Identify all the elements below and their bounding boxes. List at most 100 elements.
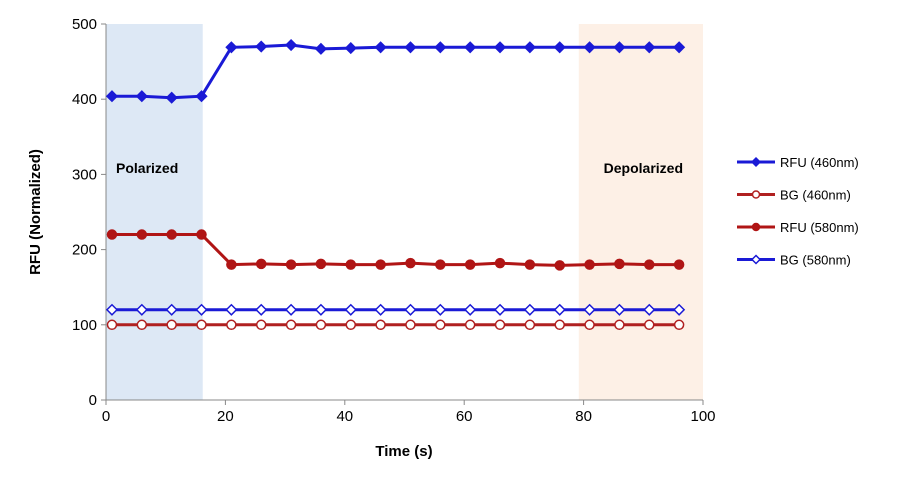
data-point bbox=[105, 90, 119, 103]
y-tick-label: 100 bbox=[72, 317, 97, 334]
data-point bbox=[166, 319, 177, 331]
x-tick-label: 100 bbox=[690, 408, 715, 425]
data-point bbox=[105, 303, 119, 316]
data-point bbox=[255, 319, 267, 331]
y-tick-label: 400 bbox=[72, 91, 97, 108]
data-point bbox=[583, 303, 596, 316]
data-point bbox=[644, 319, 655, 331]
data-point bbox=[165, 91, 178, 104]
data-point bbox=[464, 259, 476, 270]
legend-label: BG (580nm) bbox=[780, 253, 851, 268]
data-point bbox=[375, 319, 386, 331]
data-point bbox=[464, 303, 477, 316]
data-point bbox=[464, 319, 476, 331]
data-point bbox=[196, 319, 207, 331]
data-point bbox=[135, 303, 148, 316]
data-point bbox=[374, 303, 387, 316]
x-tick-label: 20 bbox=[217, 408, 234, 425]
data-point bbox=[285, 38, 298, 52]
data-point bbox=[314, 303, 327, 316]
data-point bbox=[673, 259, 685, 270]
data-point bbox=[106, 229, 118, 240]
data-point bbox=[404, 303, 417, 316]
shaded-region bbox=[106, 24, 203, 400]
y-tick-label: 500 bbox=[72, 16, 97, 33]
data-point bbox=[493, 303, 507, 316]
data-point bbox=[136, 319, 148, 331]
data-point bbox=[524, 319, 536, 331]
data-point bbox=[345, 319, 357, 331]
data-point bbox=[613, 303, 626, 316]
data-point bbox=[554, 260, 565, 271]
data-point bbox=[435, 319, 446, 331]
data-point bbox=[751, 222, 761, 232]
legend-label: RFU (580nm) bbox=[780, 220, 859, 235]
data-point bbox=[494, 319, 506, 331]
data-point bbox=[434, 41, 447, 54]
region-label: Depolarized bbox=[604, 160, 683, 176]
shaded-region bbox=[578, 24, 703, 400]
data-point bbox=[494, 257, 506, 269]
data-point bbox=[553, 303, 566, 316]
data-point bbox=[106, 319, 118, 331]
data-point bbox=[165, 303, 178, 316]
data-point bbox=[493, 41, 507, 54]
data-point bbox=[226, 259, 237, 270]
data-point bbox=[255, 303, 268, 316]
data-point bbox=[225, 41, 238, 54]
x-tick-label: 0 bbox=[102, 408, 110, 425]
data-point bbox=[285, 259, 297, 270]
x-tick-label: 80 bbox=[575, 408, 592, 425]
region-label: Polarized bbox=[116, 160, 178, 176]
data-point bbox=[643, 303, 656, 316]
data-point bbox=[464, 41, 477, 54]
data-point bbox=[315, 319, 327, 331]
data-point bbox=[255, 258, 267, 270]
data-point bbox=[750, 156, 762, 168]
data-point bbox=[435, 259, 446, 270]
data-point bbox=[136, 229, 148, 240]
data-point bbox=[614, 319, 625, 331]
data-point bbox=[195, 90, 208, 103]
x-axis-label: Time (s) bbox=[375, 443, 432, 460]
data-point bbox=[583, 41, 596, 54]
legend-label: RFU (460nm) bbox=[780, 155, 859, 170]
data-point bbox=[524, 259, 536, 270]
data-point bbox=[166, 229, 177, 240]
data-point bbox=[344, 42, 357, 55]
data-point bbox=[135, 90, 148, 103]
data-point bbox=[614, 258, 625, 270]
x-tick-label: 60 bbox=[456, 408, 473, 425]
y-tick-label: 200 bbox=[72, 242, 97, 259]
data-point bbox=[344, 303, 357, 316]
legend-label: BG (460nm) bbox=[780, 188, 851, 203]
data-point bbox=[285, 319, 297, 331]
data-point bbox=[584, 319, 595, 331]
data-point bbox=[405, 257, 416, 269]
data-point bbox=[644, 259, 655, 270]
y-tick-label: 0 bbox=[89, 392, 97, 409]
data-point bbox=[375, 259, 386, 270]
data-point bbox=[554, 319, 565, 331]
data-point bbox=[523, 41, 536, 54]
data-point bbox=[523, 303, 536, 316]
data-point bbox=[195, 303, 208, 316]
data-point bbox=[196, 229, 207, 240]
data-point bbox=[751, 190, 761, 199]
data-point bbox=[613, 41, 626, 54]
data-point bbox=[673, 319, 685, 331]
data-point bbox=[315, 258, 327, 270]
data-point bbox=[285, 303, 298, 316]
data-point bbox=[345, 259, 357, 270]
data-point bbox=[225, 303, 238, 316]
data-point bbox=[255, 40, 268, 53]
data-point bbox=[434, 303, 447, 316]
data-point bbox=[374, 41, 387, 54]
data-point bbox=[643, 41, 656, 54]
data-point bbox=[226, 319, 237, 331]
data-point bbox=[673, 303, 686, 316]
y-tick-label: 300 bbox=[72, 166, 97, 183]
data-point bbox=[405, 319, 416, 331]
y-axis-label: RFU (Normalized) bbox=[27, 149, 44, 275]
